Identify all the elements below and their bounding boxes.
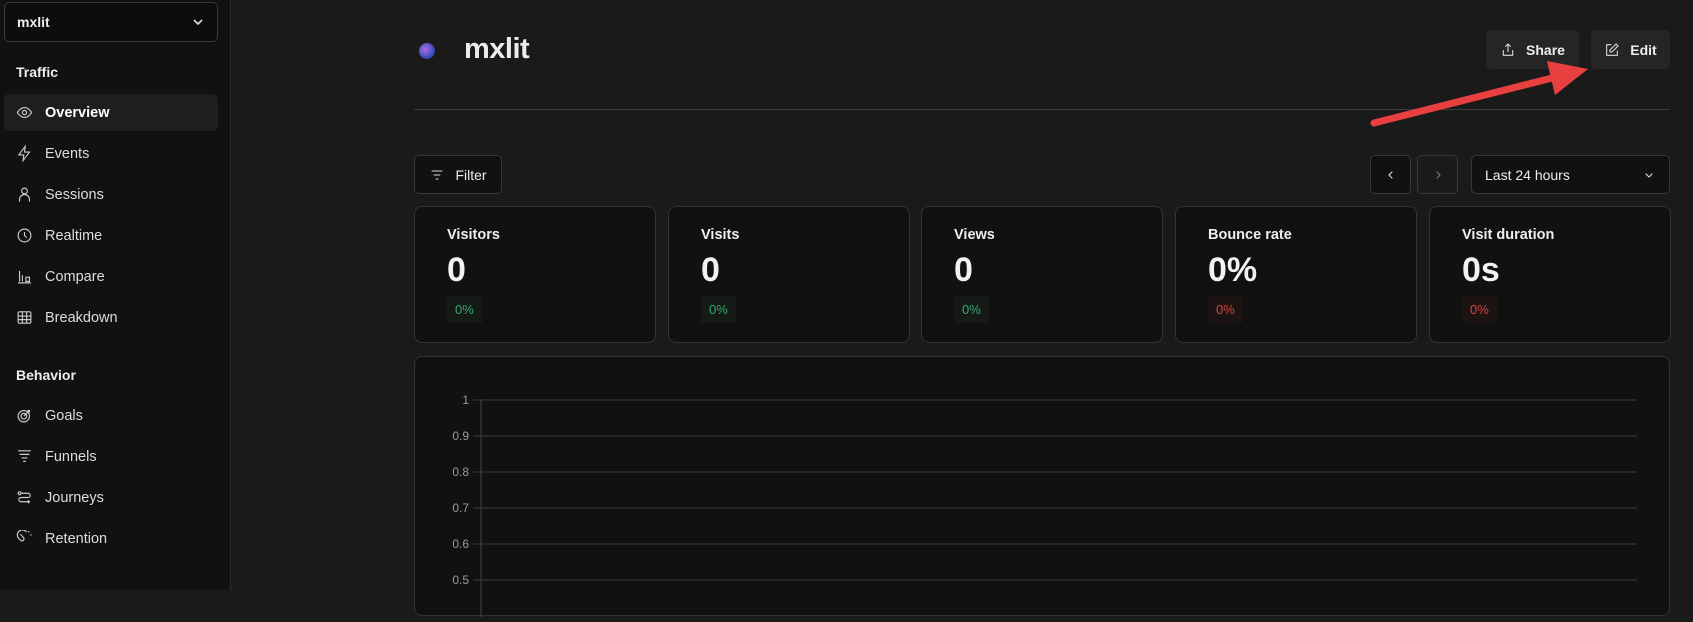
sidebar-item-label: Overview — [45, 104, 110, 121]
route-icon — [17, 491, 31, 504]
sidebar-item-label: Breakdown — [45, 309, 118, 326]
funnel-icon — [18, 450, 31, 463]
sidebar-item-retention[interactable]: Retention — [4, 520, 218, 557]
date-range-value: Last 24 hours — [1485, 166, 1570, 183]
site-name: mxlit — [17, 14, 50, 30]
traffic-chart: 1 0.9 0.8 0.7 0.6 0.5 — [414, 356, 1670, 617]
sidebar-item-compare[interactable]: Compare — [4, 258, 218, 295]
chevron-down-icon — [1645, 172, 1653, 178]
sidebar-item-label: Funnels — [45, 448, 97, 465]
target-icon — [17, 409, 31, 423]
user-icon — [18, 187, 31, 202]
filter-icon — [432, 169, 443, 180]
y-tick-label: 0.6 — [452, 537, 469, 551]
section-traffic: Traffic — [16, 64, 59, 80]
sidebar-item-label: Journeys — [45, 489, 104, 506]
metric-label: Visits — [701, 227, 740, 243]
metric-value: 0s — [1462, 251, 1500, 289]
sidebar: mxlit Traffic Overview Events Sessions R… — [0, 0, 231, 590]
site-favicon — [419, 43, 435, 59]
filter-button[interactable]: Filter — [414, 155, 502, 194]
sidebar-item-label: Goals — [45, 407, 83, 424]
metric-value: 0 — [701, 251, 720, 289]
y-tick-label: 0.8 — [452, 465, 469, 479]
chevron-down-icon — [193, 19, 203, 26]
sidebar-item-label: Retention — [45, 530, 108, 547]
metric-label: Bounce rate — [1208, 227, 1292, 243]
metric-card-visits: Visits 0 0% — [668, 206, 910, 343]
magnet-icon — [16, 530, 32, 542]
y-tick-label: 1 — [462, 393, 469, 407]
share-icon — [1502, 42, 1514, 56]
metric-label: Views — [954, 227, 995, 243]
edit-button[interactable]: Edit — [1591, 30, 1670, 69]
edit-label: Edit — [1630, 41, 1657, 58]
sidebar-item-funnels[interactable]: Funnels — [4, 438, 218, 475]
metric-change: 0% — [447, 296, 482, 323]
lightning-icon — [17, 145, 31, 162]
sidebar-item-label: Events — [45, 145, 90, 162]
metric-value: 0% — [1208, 251, 1258, 289]
table-icon — [17, 311, 32, 324]
site-selector[interactable]: mxlit — [4, 2, 218, 42]
filter-label: Filter — [455, 166, 487, 183]
header-divider — [414, 109, 1670, 110]
metric-card-views: Views 0 0% — [921, 206, 1163, 343]
metric-card-visit-duration: Visit duration 0s 0% — [1429, 206, 1671, 343]
section-behavior: Behavior — [16, 367, 76, 383]
share-label: Share — [1526, 41, 1565, 58]
metric-change: 0% — [954, 296, 989, 323]
metric-card-visitors: Visitors 0 0% — [414, 206, 656, 343]
compare-icon — [18, 270, 31, 284]
sidebar-item-label: Compare — [45, 268, 105, 285]
chevron-left-icon — [1387, 170, 1393, 179]
metric-value: 0 — [447, 251, 466, 289]
y-tick-label: 0.7 — [452, 501, 469, 515]
eye-icon — [16, 106, 33, 119]
metric-label: Visitors — [447, 227, 500, 243]
edit-icon — [1606, 42, 1620, 56]
chevron-right-icon — [1435, 170, 1441, 179]
metric-label: Visit duration — [1462, 227, 1555, 243]
page-title: mxlit — [464, 33, 530, 65]
sidebar-item-sessions[interactable]: Sessions — [4, 176, 218, 213]
sidebar-item-breakdown[interactable]: Breakdown — [4, 299, 218, 336]
sidebar-item-goals[interactable]: Goals — [4, 397, 218, 434]
share-button[interactable]: Share — [1486, 30, 1579, 69]
date-range-select[interactable]: Last 24 hours — [1471, 155, 1670, 194]
sidebar-item-journeys[interactable]: Journeys — [4, 479, 218, 516]
chart-canvas: 1 0.9 0.8 0.7 0.6 0.5 — [452, 393, 1637, 617]
metric-value: 0 — [954, 251, 973, 289]
sidebar-item-overview[interactable]: Overview — [4, 94, 218, 131]
sidebar-item-events[interactable]: Events — [4, 135, 218, 172]
previous-period-button[interactable] — [1370, 155, 1411, 194]
sidebar-item-realtime[interactable]: Realtime — [4, 217, 218, 254]
y-tick-label: 0.5 — [452, 573, 469, 587]
next-period-button[interactable] — [1417, 155, 1458, 194]
clock-icon — [17, 228, 32, 243]
y-tick-label: 0.9 — [452, 429, 469, 443]
sidebar-item-label: Sessions — [45, 186, 104, 203]
metric-change: 0% — [1208, 296, 1243, 323]
metric-card-bounce-rate: Bounce rate 0% 0% — [1175, 206, 1417, 343]
sidebar-item-label: Realtime — [45, 227, 103, 244]
metric-change: 0% — [1462, 296, 1497, 323]
metric-change: 0% — [701, 296, 736, 323]
